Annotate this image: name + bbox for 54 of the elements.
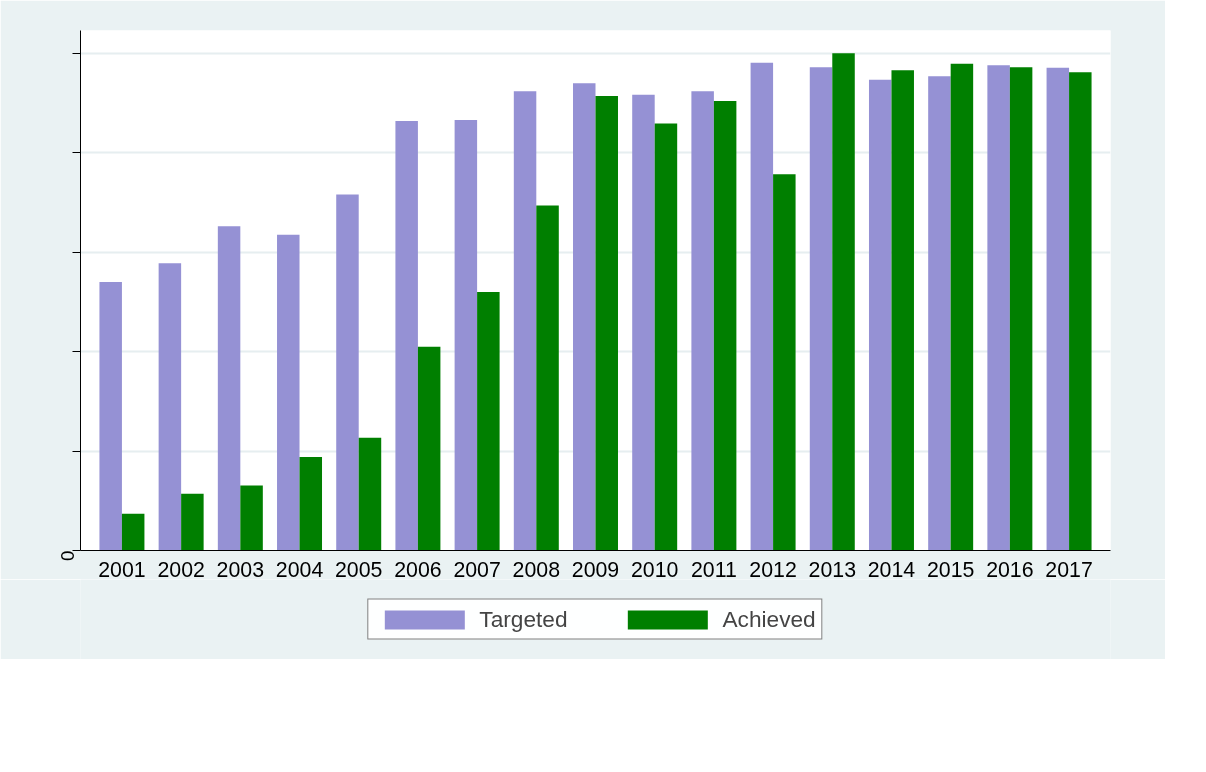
bar: [573, 83, 596, 551]
bar: [513, 91, 537, 551]
bar: [832, 53, 855, 551]
bar: [454, 119, 478, 551]
bar: [181, 493, 204, 551]
x-tick-label: 2001: [98, 557, 146, 582]
legend-label: Achieved: [722, 605, 816, 633]
bar: [477, 291, 500, 551]
bar: [1046, 67, 1070, 551]
bar: [868, 79, 892, 551]
bar: [417, 346, 441, 551]
bar: [632, 94, 655, 551]
bar: [654, 123, 678, 551]
bar: [987, 65, 1010, 551]
x-tick-label: 2005: [334, 557, 383, 582]
bar: [809, 67, 833, 551]
bar: [773, 174, 796, 551]
bar: [277, 234, 300, 551]
text: 0: [57, 550, 78, 561]
x-tick-label: 2002: [157, 557, 205, 582]
x-tick-label: 2007: [453, 557, 501, 582]
bar: [240, 485, 263, 551]
bar: [336, 194, 359, 551]
bar: [395, 120, 418, 551]
bar: [595, 96, 618, 551]
x-tick-label: 2011: [690, 557, 737, 582]
x-tick-label: 2012: [749, 557, 797, 582]
bar: [217, 226, 241, 551]
x-tick-label: 2015: [926, 557, 975, 582]
bar: [121, 513, 145, 551]
bar: [713, 101, 737, 551]
bar: [891, 70, 914, 551]
x-tick-label: 2013: [808, 557, 857, 582]
x-tick-label: 2014: [867, 557, 916, 582]
x-tick-label: 2003: [216, 557, 265, 582]
bar: [158, 263, 182, 551]
x-tick-label: 2017: [1045, 557, 1093, 582]
bar: [950, 63, 974, 551]
x-tick-label: 2006: [394, 557, 442, 582]
bar: [1069, 72, 1092, 551]
x-tick-label: 2004: [275, 557, 324, 582]
x-tick-label: 2016: [986, 557, 1034, 582]
bar: [1009, 67, 1033, 551]
bar: [536, 205, 559, 551]
bar: [750, 62, 774, 551]
bar: [99, 282, 122, 551]
x-tick-label: 2010: [630, 557, 679, 582]
bar: [358, 437, 382, 551]
x-tick-label: 2009: [571, 557, 620, 582]
x-tick-label: 2008: [512, 557, 561, 582]
legend-label: Targeted: [479, 605, 568, 633]
bar: [928, 76, 951, 551]
bar: [691, 91, 714, 551]
bar: [299, 457, 323, 551]
